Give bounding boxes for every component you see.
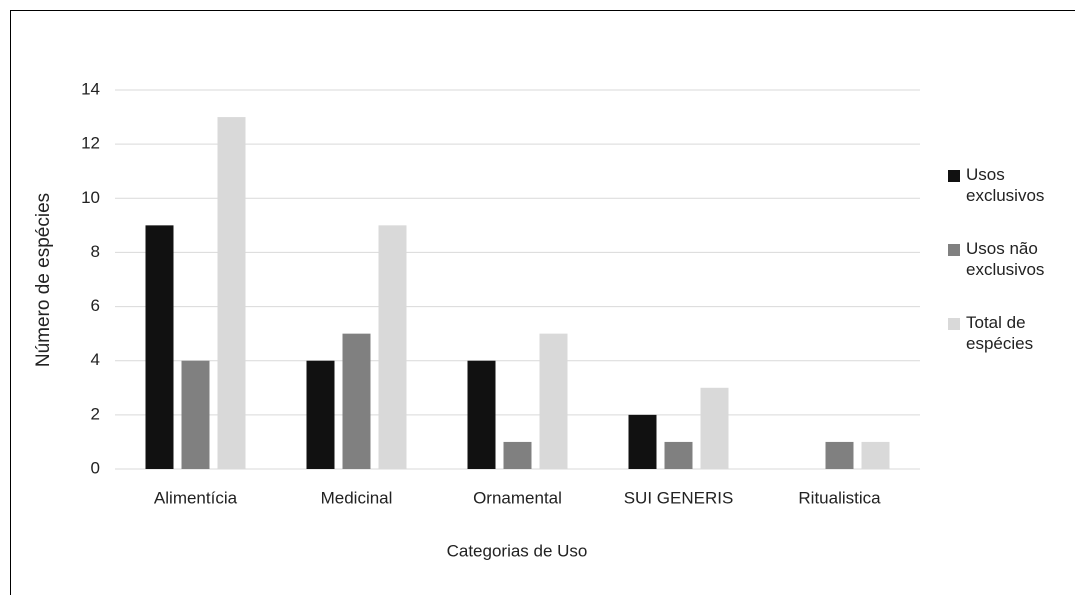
bar (664, 441, 693, 469)
bar (503, 441, 532, 469)
y-tick-label: 2 (91, 404, 100, 423)
bar (306, 360, 335, 469)
y-tick-label: 12 (81, 134, 100, 153)
x-tick-label: Alimentícia (154, 488, 238, 507)
bar (539, 333, 568, 469)
bar (342, 333, 371, 469)
bar (467, 360, 496, 469)
legend-item: Usos não exclusivos (948, 238, 1073, 280)
bar (217, 117, 246, 470)
legend-swatch (948, 244, 960, 256)
x-axis-title: Categorias de Uso (447, 541, 588, 560)
bar (378, 225, 407, 469)
y-axis-title: Número de espécies (33, 193, 54, 367)
y-tick-label: 8 (91, 242, 100, 261)
x-tick-label: Ritualistica (798, 488, 881, 507)
y-tick-label: 10 (81, 188, 100, 207)
legend: Usos exclusivos Usos não exclusivos Total … (948, 164, 1073, 386)
bar (181, 360, 210, 469)
y-tick-label: 0 (91, 458, 100, 477)
bar (700, 387, 729, 469)
legend-swatch (948, 170, 960, 182)
legend-item: Usos exclusivos (948, 164, 1073, 206)
legend-label: Usos exclusivos (966, 165, 1045, 205)
legend-item: Total de espécies (948, 312, 1073, 354)
frame (10, 10, 1075, 595)
x-tick-label: Ornamental (473, 488, 562, 507)
legend-swatch (948, 318, 960, 330)
bar (628, 414, 657, 469)
y-tick-label: 14 (81, 79, 100, 98)
legend-label: Usos não exclusivos (966, 239, 1045, 279)
legend-label: Total de espécies (966, 313, 1034, 353)
bar (825, 441, 854, 469)
bar (861, 441, 890, 469)
x-tick-label: SUI GENERIS (624, 488, 734, 507)
y-tick-label: 4 (91, 350, 100, 369)
x-tick-label: Medicinal (321, 488, 393, 507)
y-tick-label: 6 (91, 296, 100, 315)
bar (145, 225, 174, 469)
